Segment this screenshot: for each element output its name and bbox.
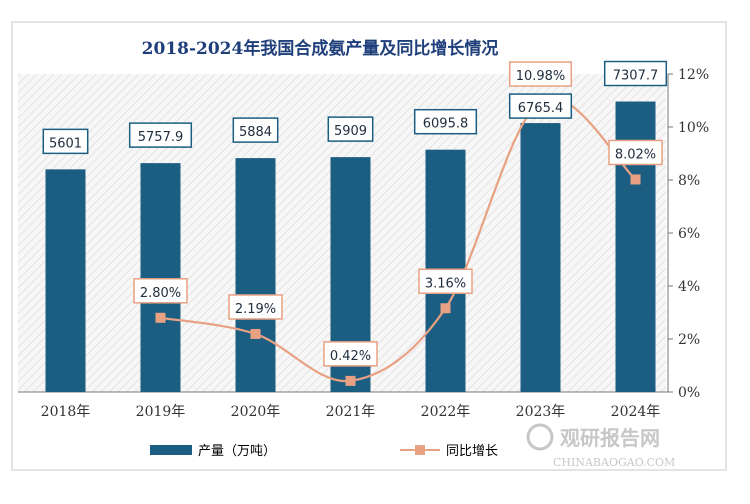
bar <box>235 158 276 392</box>
bar-label-box <box>508 93 573 119</box>
line-label-box <box>228 294 283 320</box>
x-tick-label: 2024年 <box>611 404 661 420</box>
y-tick-label: 2% <box>678 332 700 348</box>
y-tick-label: 8% <box>678 173 700 189</box>
x-tick-label: 2018年 <box>41 404 91 420</box>
line-data-label: 8.02% <box>615 147 656 162</box>
line-label-box <box>323 341 378 367</box>
y-tick-label: 0% <box>678 385 700 401</box>
growth-marker <box>345 375 356 386</box>
legend-line-label: 同比增长 <box>446 444 498 459</box>
legend-bar-label: 产量（万吨） <box>198 444 276 459</box>
y-right-ticks: 0% 2% 4% 6% 8% 10% 12% <box>668 67 709 401</box>
chart-title: 2018-2024年我国合成氨产量及同比增长情况 <box>142 38 499 59</box>
bar-data-label: 6765.4 <box>518 101 564 116</box>
line-labels: 2.80% 2.19% 0.42% 3.16% 10.98% 8.02% <box>133 61 663 367</box>
watermark: 观研报告网 CHINABAOGAO.COM <box>526 423 675 469</box>
line-data-label: 3.16% <box>425 276 466 291</box>
legend-bar-swatch <box>150 445 192 455</box>
y-tick-label: 6% <box>678 226 700 242</box>
line-label-box <box>608 139 663 166</box>
growth-marker <box>155 312 166 323</box>
bar-label-box <box>603 60 668 87</box>
legend: 产量（万吨） 同比增长 <box>150 444 498 459</box>
line-label-box <box>508 61 573 87</box>
watermark-logo <box>526 423 554 451</box>
line-label-box <box>418 268 473 295</box>
watermark-url: CHINABAOGAO.COM <box>553 456 675 469</box>
legend-line-marker <box>415 445 425 455</box>
bar-label-box <box>232 117 279 143</box>
bar-label-box <box>327 116 374 142</box>
growth-marker <box>250 328 261 339</box>
line-data-label: 10.98% <box>516 69 566 84</box>
bar-label-box <box>413 108 478 135</box>
bar-data-label: 5757.9 <box>138 130 184 145</box>
x-tick-label: 2021年 <box>326 404 376 420</box>
bar <box>520 123 561 392</box>
y-tick-label: 4% <box>678 279 700 295</box>
growth-marker <box>630 174 641 185</box>
line-data-label: 2.80% <box>140 286 181 301</box>
x-tick-label: 2022年 <box>421 404 471 420</box>
line-data-label: 2.19% <box>235 302 276 317</box>
bar-labels: 5601 5757.9 5884 5909 6095.8 6765.4 7307.7 <box>42 60 668 155</box>
bar-label-box <box>42 128 89 155</box>
bar-data-label: 5884 <box>239 125 272 140</box>
bar-data-label: 7307.7 <box>613 69 659 84</box>
watermark-brand: 观研报告网 <box>560 426 660 450</box>
x-tick-label: 2023年 <box>516 404 566 420</box>
x-tick-label: 2019年 <box>136 404 186 420</box>
x-tick-labels: 2018年 2019年 2020年 2021年 2022年 2023年 2024年 <box>41 404 661 420</box>
bar <box>140 163 181 392</box>
growth-marker <box>440 303 451 314</box>
y-tick-label: 10% <box>678 120 709 136</box>
bar <box>45 169 86 392</box>
x-tick-label: 2020年 <box>231 404 281 420</box>
bar-data-label: 5909 <box>334 124 367 139</box>
y-tick-label: 12% <box>678 67 709 83</box>
line-label-box <box>133 278 188 304</box>
bar-label-box <box>128 122 193 148</box>
line-data-label: 0.42% <box>330 349 371 364</box>
bar-data-label: 5601 <box>49 136 82 151</box>
bar-data-label: 6095.8 <box>423 117 469 132</box>
